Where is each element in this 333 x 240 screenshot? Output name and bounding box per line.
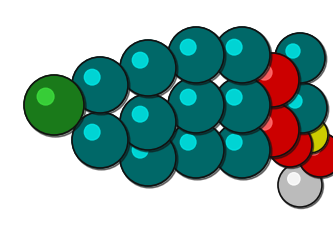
Circle shape (292, 118, 329, 154)
Circle shape (24, 75, 84, 135)
Circle shape (84, 69, 100, 85)
Circle shape (132, 52, 148, 68)
Circle shape (37, 88, 54, 105)
Circle shape (300, 125, 310, 135)
Circle shape (132, 106, 148, 122)
Circle shape (308, 143, 320, 155)
Circle shape (226, 89, 242, 105)
Circle shape (132, 142, 148, 158)
Circle shape (277, 83, 327, 133)
Circle shape (215, 123, 272, 180)
Circle shape (279, 164, 324, 209)
Circle shape (180, 134, 196, 150)
Circle shape (245, 53, 299, 107)
Circle shape (257, 115, 272, 130)
Circle shape (214, 122, 270, 178)
Circle shape (120, 94, 176, 150)
Circle shape (121, 41, 178, 98)
Circle shape (292, 117, 328, 153)
Circle shape (73, 113, 130, 170)
Circle shape (278, 133, 290, 145)
Circle shape (276, 34, 327, 85)
Circle shape (168, 122, 224, 178)
Circle shape (275, 33, 325, 83)
Circle shape (226, 134, 242, 150)
Circle shape (257, 65, 272, 80)
Circle shape (25, 76, 86, 137)
Circle shape (72, 57, 128, 113)
Circle shape (215, 28, 272, 85)
Circle shape (214, 27, 270, 83)
Circle shape (269, 124, 314, 168)
Circle shape (121, 131, 178, 188)
Circle shape (84, 124, 100, 140)
Circle shape (73, 58, 130, 115)
Circle shape (168, 27, 224, 83)
Circle shape (72, 112, 128, 168)
Circle shape (226, 39, 242, 55)
Circle shape (214, 77, 270, 133)
Circle shape (168, 77, 224, 133)
Circle shape (299, 134, 333, 179)
Circle shape (215, 78, 272, 135)
Circle shape (288, 173, 300, 185)
Circle shape (169, 78, 226, 135)
Circle shape (120, 130, 176, 186)
Circle shape (278, 163, 322, 207)
Circle shape (286, 44, 300, 58)
Circle shape (120, 40, 176, 96)
Circle shape (180, 39, 196, 55)
Circle shape (245, 103, 299, 157)
Circle shape (169, 28, 226, 85)
Circle shape (246, 54, 301, 109)
Circle shape (246, 104, 301, 159)
Circle shape (288, 94, 302, 108)
Circle shape (268, 123, 312, 167)
Circle shape (180, 89, 196, 105)
Circle shape (278, 84, 329, 135)
Circle shape (121, 95, 178, 152)
Circle shape (169, 123, 226, 180)
Circle shape (298, 133, 333, 177)
